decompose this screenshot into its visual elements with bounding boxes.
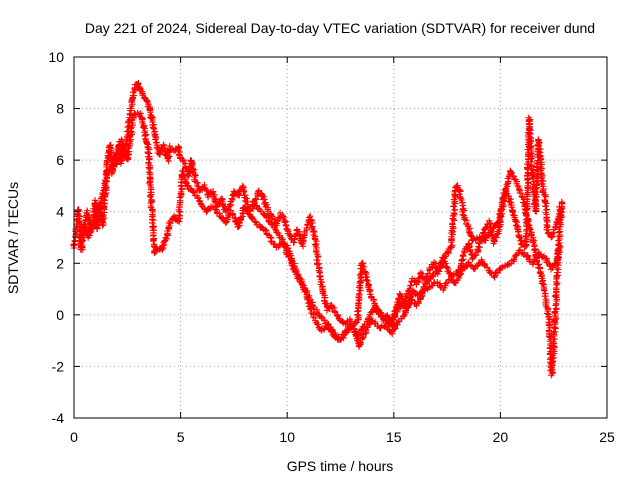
grid-lines	[74, 57, 607, 418]
x-axis-label: GPS time / hours	[287, 458, 394, 474]
series-markers	[249, 114, 566, 342]
y-tick-label: 4	[56, 204, 64, 220]
x-tick-label: 20	[493, 429, 509, 445]
chart-title: Day 221 of 2024, Sidereal Day-to-day VTE…	[85, 20, 595, 36]
y-tick-label: 2	[56, 255, 64, 271]
y-tick-label: -2	[52, 358, 65, 374]
y-tick-label: 0	[56, 307, 64, 323]
x-tick-label: 25	[599, 429, 615, 445]
data-points	[70, 80, 566, 379]
y-tick-label: 10	[48, 49, 64, 65]
plot-frame	[73, 56, 608, 419]
axis-ticks: 0 5 10 15 20 25 -4 -2 0 2 4 6 8 10	[48, 49, 615, 445]
y-tick-label: 6	[56, 152, 64, 168]
x-tick-label: 0	[70, 429, 78, 445]
x-tick-label: 15	[386, 429, 402, 445]
y-tick-label: 8	[56, 101, 64, 117]
y-axis-label: SDTVAR / TECUs	[5, 182, 21, 294]
x-tick-label: 10	[279, 429, 295, 445]
y-tick-label: -4	[52, 410, 65, 426]
x-tick-label: 5	[177, 429, 185, 445]
